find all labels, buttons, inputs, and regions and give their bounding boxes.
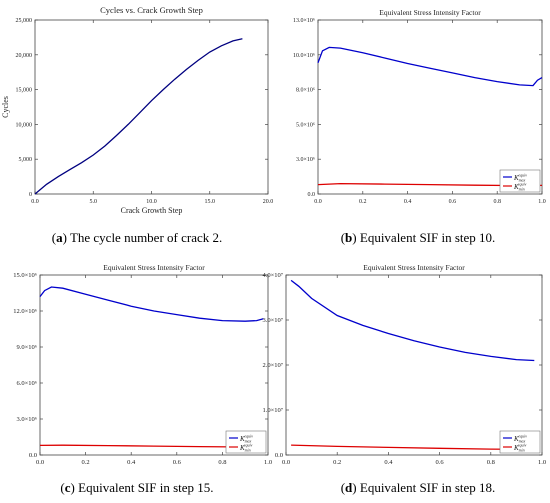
- plot-frame: [39, 274, 269, 456]
- x-tick-label: 0.8: [493, 199, 501, 205]
- y-tick-label: 3.0×10⁷: [262, 317, 283, 324]
- x-tick-label: 15.0: [205, 199, 216, 205]
- legend-entry-kmin-label: Kminequiv: [513, 182, 527, 192]
- legend-entry-kmax-label: Kmaxequiv: [239, 434, 253, 444]
- y-tick-label: 3.0×10⁶: [296, 157, 315, 163]
- chart-title: Equivalent Stress Intensity Factor: [379, 8, 481, 17]
- x-tick-label: 0.0: [31, 199, 39, 205]
- series-line-kmax: [34, 38, 243, 195]
- x-tick-label: 1.0: [264, 459, 272, 466]
- chart-title: Equivalent Stress Intensity Factor: [363, 263, 465, 272]
- plot-frame: [285, 274, 543, 456]
- y-tick-label: 5.0×10⁶: [296, 122, 315, 128]
- series-line-kmax: [317, 46, 543, 87]
- plot-frame: [34, 19, 269, 195]
- plot-frame: [317, 19, 543, 195]
- x-tick-label: 0.6: [436, 459, 445, 466]
- y-tick-label: 0.0: [29, 452, 37, 459]
- legend-entry-kmax-label: Kmaxequiv: [513, 434, 527, 444]
- x-tick-label: 0.2: [82, 459, 90, 466]
- series-line-kmin: [291, 444, 535, 451]
- y-tick-label: 10,000: [16, 122, 33, 128]
- chart-panel-3: Equivalent Stress Intensity Factor 0.0 0.2…: [13, 263, 272, 495]
- y-tick-label: 2.0×10⁷: [262, 362, 283, 369]
- x-tick-label: 0.0: [36, 459, 44, 466]
- y-tick-label: 5,000: [19, 157, 33, 163]
- y-tick-label: 13.0×10⁶: [293, 18, 315, 24]
- y-tick-label: 8.0×10⁶: [296, 88, 315, 94]
- x-axis-label: Crack Growth Step: [121, 206, 183, 215]
- chart-title: Equivalent Stress Intensity Factor: [103, 263, 205, 272]
- y-tick-label: 15.0×10⁶: [13, 272, 37, 279]
- y-tick-label: 12.0×10⁶: [13, 308, 37, 315]
- y-tick-label: 9.0×10⁶: [16, 344, 37, 351]
- chart-panel-4: Equivalent Stress Intensity Factor 0.0 0.2…: [262, 263, 546, 495]
- panel-caption: (a) The cycle number of crack 2.: [52, 230, 223, 245]
- chart-panel-1: Cycles vs. Crack Growth Step 0.0 5.0 10.0 15…: [1, 5, 273, 245]
- legend-entry-kmin-label: Kminequiv: [239, 443, 253, 453]
- x-tick-label: 1.0: [538, 199, 546, 205]
- panel-caption: (b) Equivalent SIF in step 10.: [341, 230, 496, 245]
- y-axis-label: Cycles: [1, 96, 10, 118]
- x-tick-label: 0.0: [314, 199, 322, 205]
- panel-caption: (d) Equivalent SIF in step 18.: [341, 480, 496, 495]
- x-tick-label: 10.0: [146, 199, 157, 205]
- x-tick-label: 0.4: [384, 459, 393, 466]
- legend-entry-kmin-label: Kminequiv: [513, 443, 527, 453]
- x-tick-label: 20.0: [263, 199, 274, 205]
- y-tick-label: 20,000: [16, 53, 33, 59]
- x-tick-label: 0.4: [127, 459, 136, 466]
- x-tick-label: 1.0: [538, 459, 546, 466]
- x-tick-label: 0.8: [487, 459, 495, 466]
- series-line-kmax: [290, 279, 535, 362]
- x-tick-label: 0.8: [218, 459, 226, 466]
- chart-panel-2: Equivalent Stress Intensity Factor 0.0 0.2…: [293, 8, 546, 245]
- x-tick-label: 5.0: [90, 199, 98, 205]
- y-tick-label: 0.0: [308, 192, 316, 198]
- y-tick-label: 3.0×10⁶: [16, 416, 37, 423]
- y-tick-label: 15,000: [16, 88, 33, 94]
- y-tick-label: 10.0×10⁶: [293, 53, 315, 59]
- x-tick-label: 0.2: [359, 199, 367, 205]
- y-tick-label: 0: [29, 192, 32, 198]
- series-line-kmax: [39, 286, 264, 322]
- legend-entry-kmax-label: Kmaxequiv: [513, 173, 527, 183]
- x-tick-label: 0.6: [449, 199, 457, 205]
- x-tick-label: 0.2: [333, 459, 341, 466]
- chart-title: Cycles vs. Crack Growth Step: [100, 5, 203, 15]
- panel-caption: (c) Equivalent SIF in step 15.: [60, 480, 213, 495]
- y-tick-label: 25,000: [16, 18, 33, 24]
- x-tick-label: 0.6: [173, 459, 182, 466]
- x-tick-label: 0.0: [282, 459, 290, 466]
- y-tick-label: 1.0×10⁷: [262, 407, 283, 414]
- y-tick-label: 0.0: [275, 452, 283, 459]
- y-tick-label: 4.0×10⁷: [262, 272, 283, 279]
- x-tick-label: 0.4: [404, 199, 412, 205]
- y-tick-label: 6.0×10⁶: [16, 380, 37, 387]
